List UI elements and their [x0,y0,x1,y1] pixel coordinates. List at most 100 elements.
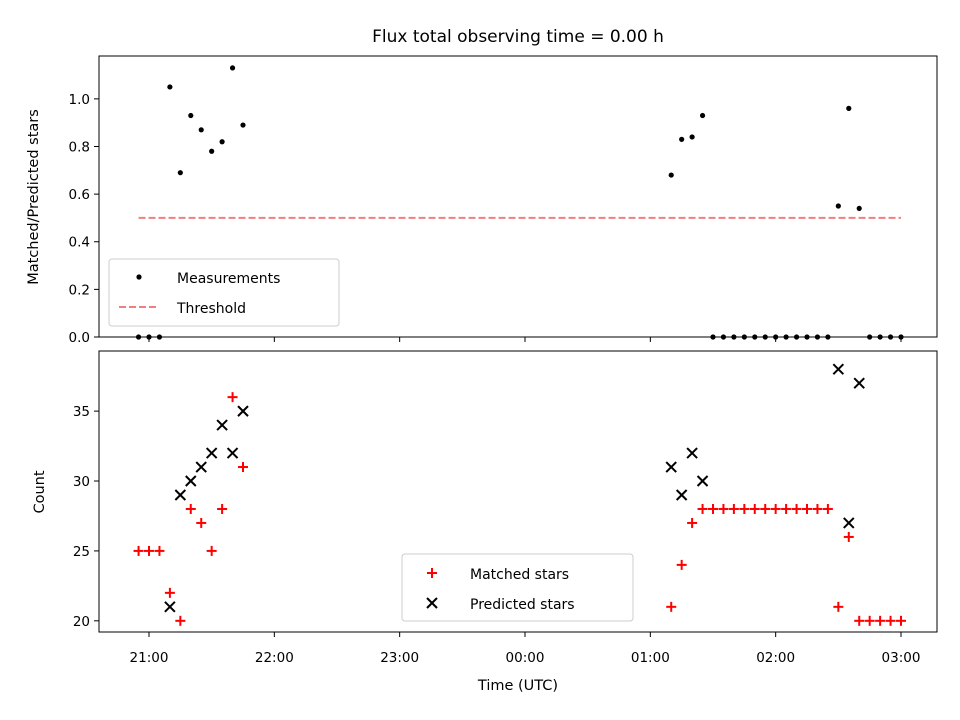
matched-star-point [760,503,771,514]
matched-star-point [133,545,144,556]
measurement-point [856,205,862,212]
matched-star-point [175,615,186,626]
top-legend: Measurements Threshold [108,258,340,327]
predicted-star-point [843,517,855,529]
top-plot-marks [135,65,904,340]
matched-star-point [154,545,165,556]
matched-star-point [896,615,906,626]
bottom-plot-marks [133,363,906,626]
matched-star-point [676,559,687,570]
measurement-point [699,112,706,119]
predicted-star-point [686,447,698,459]
legend-matched-marker [427,568,437,578]
matched-star-point [697,503,708,514]
matched-star-point [227,392,238,403]
top-x-ticks [148,337,902,342]
predicted-star-point [853,377,865,389]
x-tick-label: 03:00 [882,650,921,666]
legend-measurements-marker [136,274,142,280]
predicted-star-point [164,601,176,613]
predicted-star-point [665,461,677,473]
legend-predicted-marker [426,597,438,609]
top-y-tick-label: 0.0 [69,330,90,346]
matched-star-point [206,545,217,556]
bottom-y-tick-label: 20 [73,614,90,630]
top-y-tick-label: 0.2 [69,282,90,298]
matched-star-point [217,503,228,514]
x-tick-label: 01:00 [631,650,670,666]
bottom-y-ticks: 20 25 30 35 [73,404,99,630]
matched-star-point [728,503,739,514]
top-y-tick-label: 1.0 [69,92,90,108]
matched-star-point [875,615,886,626]
matched-star-point [822,503,833,514]
top-y-ticks: 0.0 0.2 0.4 0.6 0.8 1.0 [69,92,99,346]
bottom-plot: 20 25 30 35 21:00 22:00 23:00 00:00 01:00 02:00 0… [32,350,938,694]
bottom-y-tick-label: 30 [73,474,90,490]
predicted-star-point [174,489,187,501]
measurement-point [668,172,674,178]
measurement-point [846,105,852,111]
measurement-point [835,203,841,209]
matched-star-point [885,615,896,626]
matched-star-point [781,503,792,514]
predicted-star-point [185,475,197,487]
predicted-star-point [216,419,228,431]
matched-star-point [185,503,196,514]
matched-star-point [164,587,175,598]
matched-star-point [770,503,781,514]
matched-star-point [144,545,154,556]
matched-star-point [843,531,854,542]
bottom-plot-frame [98,350,938,633]
x-tick-label: 23:00 [380,650,419,666]
measurement-point [229,65,236,71]
matched-star-point [666,601,677,612]
top-y-axis-label: Matched/Predicted stars [26,109,42,285]
predicted-star-point [195,461,207,473]
legend-threshold-label: Threshold [176,301,246,317]
predicted-star-point [237,405,249,417]
x-axis-label: Time (UTC) [477,678,558,694]
bottom-legend-box [401,553,634,622]
bottom-y-tick-label: 25 [73,544,90,560]
legend-matched-label: Matched stars [470,567,569,583]
matched-star-point [718,503,729,514]
top-legend-box [108,258,340,327]
matched-star-point [749,503,760,514]
measurement-point [679,136,685,142]
matched-star-point [802,503,812,514]
matched-star-point [791,503,802,514]
top-y-tick-label: 0.4 [69,235,90,251]
x-tick-label: 22:00 [255,650,294,666]
bottom-legend: Matched stars Predicted stars [401,553,634,622]
matched-star-point [812,503,823,514]
measurement-point [177,170,183,176]
matched-star-point [864,615,875,626]
matched-star-point [739,503,750,514]
top-plot-frame [98,55,938,338]
predicted-star-point [205,447,218,459]
matched-star-point [854,615,865,626]
measurement-point [209,148,215,154]
matched-star-point [238,462,248,473]
chart-title: Flux total observing time = 0.00 h [372,27,664,47]
measurement-point [188,112,194,119]
matched-star-point [708,503,718,514]
measurement-point [689,134,695,140]
legend-predicted-label: Predicted stars [470,597,575,613]
legend-measurements-label: Measurements [177,271,280,287]
matched-star-point [196,517,207,528]
top-y-tick-label: 0.6 [69,187,90,203]
bottom-y-axis-label: Count [32,470,48,513]
bottom-x-ticks: 21:00 22:00 23:00 00:00 01:00 02:00 03:00 [130,632,921,666]
x-tick-label: 00:00 [506,650,545,666]
measurement-point [219,139,225,145]
matched-star-point [833,601,844,612]
x-tick-label: 21:00 [130,650,169,666]
matched-star-point [687,517,698,528]
predicted-star-point [832,363,845,375]
top-y-tick-label: 0.8 [69,139,90,155]
predicted-star-point [696,475,709,487]
predicted-star-point [226,447,239,459]
